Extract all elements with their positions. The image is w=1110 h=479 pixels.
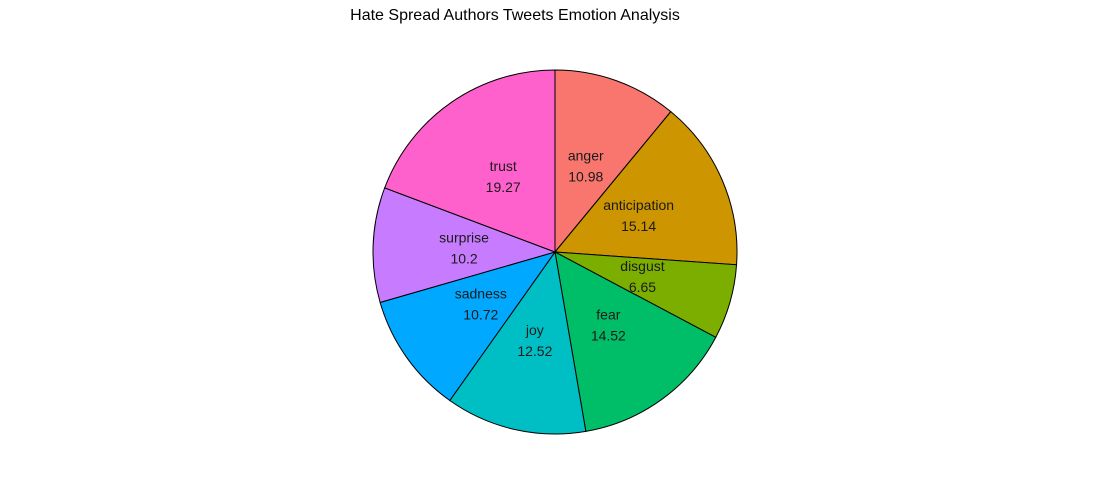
pie-slice-anticipation (553, 110, 738, 266)
slice-label-sadness: sadness (455, 286, 507, 302)
pie-slice-sadness (379, 251, 557, 402)
slice-value-anger: 10.98 (568, 168, 603, 184)
pie-slices (372, 69, 738, 435)
chart-title: Hate Spread Authors Tweets Emotion Analy… (350, 7, 680, 24)
slice-label-trust: trust (490, 158, 517, 174)
pie-slice-trust (384, 69, 556, 253)
slice-label-joy: joy (525, 322, 544, 338)
pie-slice-fear (554, 251, 717, 432)
slice-value-fear: 14.52 (591, 328, 626, 344)
pie-slice-surprise (372, 187, 557, 304)
slice-value-disgust: 6.65 (629, 279, 656, 295)
slice-value-surprise: 10.2 (450, 250, 477, 266)
pie-slice-anger (554, 69, 672, 254)
slice-label-anticipation: anticipation (603, 197, 674, 213)
slice-value-trust: 19.27 (486, 179, 521, 195)
slice-value-anticipation: 15.14 (621, 218, 656, 234)
slice-value-joy: 12.52 (517, 343, 552, 359)
slice-label-anger: anger (568, 147, 604, 163)
slice-label-disgust: disgust (620, 258, 664, 274)
slice-label-surprise: surprise (439, 229, 489, 245)
slice-label-fear: fear (596, 307, 620, 323)
slice-value-sadness: 10.72 (463, 307, 498, 323)
pie-slice-joy (449, 250, 587, 435)
